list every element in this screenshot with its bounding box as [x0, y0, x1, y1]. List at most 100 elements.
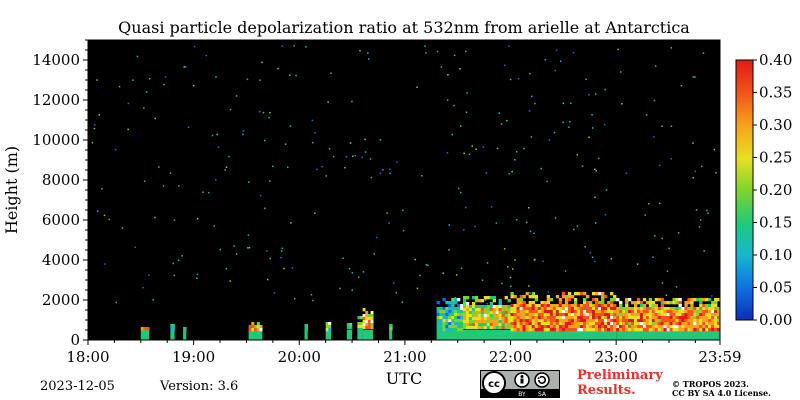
colorbar	[735, 59, 754, 321]
layer-cell	[693, 316, 697, 320]
x-axis-label: UTC	[386, 369, 422, 388]
noise-speckle	[316, 168, 318, 171]
layer-cell	[436, 322, 440, 326]
layer-cell	[436, 301, 440, 305]
layer-cell	[528, 301, 532, 305]
layer-cell	[693, 328, 697, 332]
layer-cell	[628, 307, 632, 311]
layer-cell	[448, 316, 452, 320]
layer-cell	[714, 316, 718, 320]
layer-cell	[570, 319, 575, 323]
layer-cell	[457, 307, 461, 311]
layer-cell	[711, 310, 715, 314]
noise-speckle	[101, 188, 103, 190]
layer-cell	[564, 310, 569, 314]
noise-speckle	[503, 248, 506, 250]
layer-cell	[328, 325, 332, 329]
layer-cell	[555, 310, 560, 314]
layer-cell	[699, 307, 703, 311]
noise-speckle	[219, 248, 222, 251]
layer-cell	[480, 323, 485, 327]
layer-cell	[702, 316, 706, 320]
layer-cell	[634, 325, 638, 329]
layer-cell	[543, 322, 547, 326]
noise-speckle	[328, 148, 331, 150]
layer-cell	[570, 322, 575, 326]
layer-cell	[648, 310, 653, 314]
layer-cell	[528, 322, 532, 326]
layer-cell	[567, 316, 572, 320]
noise-speckle	[495, 222, 498, 224]
layer-cell	[714, 313, 718, 317]
layer-cell	[681, 319, 685, 323]
cc-license-badge[interactable]: cc BY SA	[480, 370, 560, 398]
noise-speckle	[148, 274, 150, 276]
layer-cell	[254, 328, 258, 332]
layer-cell	[516, 310, 520, 314]
layer-cell	[672, 322, 676, 326]
layer-cell	[436, 328, 440, 332]
noise-speckle	[486, 262, 489, 264]
noise-speckle	[357, 276, 360, 278]
noise-speckle	[213, 225, 215, 227]
noise-speckle	[589, 251, 592, 254]
layer-cell	[708, 298, 712, 302]
noise-speckle	[196, 217, 199, 220]
layer-cell	[702, 328, 706, 332]
noise-speckle	[453, 104, 455, 107]
layer-cell	[519, 319, 523, 323]
layer-cell	[699, 304, 703, 308]
layer-cell	[579, 304, 584, 308]
noise-speckle	[419, 274, 421, 277]
noise-speckle	[496, 147, 499, 150]
noise-speckle	[349, 142, 352, 144]
layer-cell	[454, 328, 458, 332]
layer-cell	[442, 316, 446, 320]
layer-cell	[690, 307, 694, 311]
layer-cell	[663, 301, 667, 305]
layer-cell	[513, 316, 517, 320]
noise-speckle	[514, 159, 516, 161]
layer-cell	[525, 310, 529, 314]
layer-cell	[696, 310, 700, 314]
layer-cell	[528, 310, 532, 314]
layer-cell	[672, 325, 676, 329]
noise-speckle	[475, 148, 477, 150]
noise-speckle	[121, 227, 124, 229]
layer-cell	[558, 304, 563, 308]
layer-cell	[681, 322, 685, 326]
layer-cell	[675, 328, 679, 332]
y-tick-label: 12000	[32, 91, 80, 109]
layer-cell	[595, 316, 599, 320]
noise-speckle	[294, 297, 296, 300]
layer-cell	[463, 308, 467, 312]
layer-cell	[589, 325, 593, 329]
layer-cell	[604, 304, 608, 308]
layer-cell	[592, 319, 596, 323]
x-tick-label: 23:00	[595, 348, 638, 366]
layer-cell	[702, 310, 706, 314]
layer-cell	[546, 319, 550, 323]
layer-cell	[699, 325, 703, 329]
layer-cell	[684, 316, 688, 320]
noise-speckle	[486, 302, 488, 305]
layer-cell	[537, 325, 541, 329]
noise-speckle	[396, 161, 398, 163]
layer-cell	[598, 322, 602, 326]
layer-cell	[513, 328, 517, 332]
noise-speckle	[702, 52, 705, 54]
noise-speckle	[177, 259, 180, 262]
noise-speckle	[670, 158, 673, 160]
layer-cell	[474, 296, 479, 300]
layer-cell	[690, 301, 694, 305]
noise-speckle	[173, 219, 176, 221]
layer-8	[362, 308, 374, 340]
layer-base	[357, 330, 363, 340]
layer-cell	[567, 295, 572, 299]
layer-cell	[687, 313, 691, 317]
layer-cell	[561, 304, 566, 308]
layer-cell	[483, 317, 488, 321]
layer-cell	[507, 317, 511, 321]
layer-cell	[705, 298, 709, 302]
layer-cell	[474, 308, 479, 312]
